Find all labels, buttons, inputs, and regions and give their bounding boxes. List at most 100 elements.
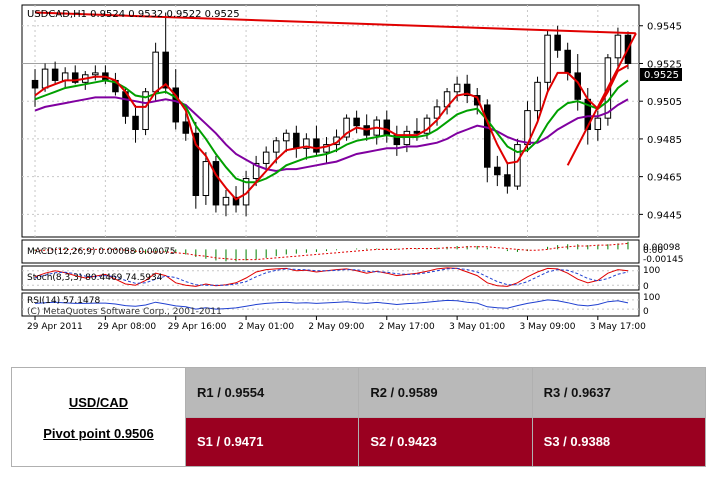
r1-cell: R1 / 0.9554	[184, 367, 360, 418]
macd-signal-line	[35, 242, 629, 261]
pair-label: USD/CAD	[68, 395, 129, 410]
pivot-table: USD/CAD Pivot point 0.9506 R1 / 0.9554 R…	[11, 367, 707, 467]
candle-body	[71, 72, 79, 83]
candle-body	[192, 132, 200, 197]
macd-right-label-top: 0.00098	[643, 243, 680, 253]
candle-body	[293, 132, 300, 149]
y-tick-label: 0.9545	[647, 22, 682, 33]
pivot-row-resistance: USD/CAD Pivot point 0.9506 R1 / 0.9554 R…	[11, 367, 707, 467]
y-tick-label: 0.9505	[647, 97, 682, 108]
r3-cell: R3 / 0.9637	[531, 367, 707, 418]
x-tick-label: 3 May 09:00	[519, 322, 575, 332]
pair-cell: USD/CAD Pivot point 0.9506	[11, 367, 186, 467]
candle-body	[92, 72, 99, 76]
current-price-label: 0.9525	[644, 70, 679, 81]
s3-cell: S3 / 0.9388	[531, 416, 707, 467]
candle-body	[172, 87, 179, 123]
candle-body	[202, 161, 210, 197]
x-tick-label: 3 May 01:00	[449, 322, 505, 332]
x-tick-label: 29 Apr 16:00	[168, 322, 227, 332]
candle-body	[484, 104, 491, 168]
stoch-right-label-bottom: 0	[643, 282, 649, 292]
stoch-right-label-top: 100	[643, 266, 660, 276]
y-tick-label: 0.9485	[647, 135, 682, 146]
candle-body	[433, 106, 441, 119]
stoch-pane-frame	[21, 265, 640, 291]
rsi-pane-frame	[21, 292, 640, 317]
rsi-right-label-top: 100	[643, 293, 660, 303]
candle-body	[132, 115, 139, 130]
candle-body	[323, 144, 330, 153]
candle-body	[473, 95, 481, 106]
s2-cell: S2 / 0.9423	[358, 416, 533, 467]
x-tick-label: 2 May 01:00	[238, 322, 294, 332]
candle-body	[262, 151, 270, 164]
candle-body	[313, 138, 320, 153]
candle-body	[142, 91, 149, 130]
rsi-label: RSI(14) 57.1478	[27, 296, 100, 306]
candle-body	[494, 166, 501, 176]
macd-right-label-bottom: -0.00145	[643, 255, 683, 265]
macd-right-label-mid: 0.00	[643, 246, 663, 256]
r2-cell: R2 / 0.9589	[358, 367, 533, 418]
x-tick-label: 3 May 17:00	[590, 322, 646, 332]
x-tick-label: 2 May 17:00	[379, 322, 435, 332]
candle-body	[614, 34, 622, 59]
ma-fast-line	[34, 64, 629, 201]
candle-body	[413, 130, 421, 134]
candle-body	[182, 121, 190, 134]
candle-body	[504, 174, 511, 187]
x-axis: 29 Apr 2011 29 Apr 08:00 29 Apr 16:00 2 May…	[27, 316, 646, 332]
macd-pane	[34, 241, 629, 262]
pivot-row-support: S1 / 0.9471 S2 / 0.9423 S3 / 0.9388	[12, 416, 707, 467]
candle-body	[252, 162, 260, 180]
candle-body	[51, 68, 59, 81]
x-tick-label: 2 May 09:00	[308, 322, 364, 332]
candle-body	[463, 83, 471, 97]
watermark: (C) MetaQuotes Software Corp., 2001-2011	[27, 307, 222, 317]
current-price-tag	[640, 68, 682, 81]
ma-mid-line	[34, 79, 629, 184]
candle-body	[383, 119, 391, 136]
candle-body	[514, 144, 521, 187]
candle-body	[353, 117, 360, 127]
macd-pane-frame	[21, 239, 640, 264]
macd-label: MACD(12,26,9) 0.00088 0.00075	[27, 247, 176, 257]
candle-body	[162, 51, 169, 89]
candle-body	[152, 51, 159, 93]
stoch-pane	[22, 267, 639, 287]
candle-body	[41, 68, 49, 89]
stoch-k-line	[34, 267, 629, 287]
rsi-line	[34, 299, 629, 310]
s1-cell: S1 / 0.9471	[184, 416, 360, 467]
pivot-point-label: Pivot point 0.9506	[43, 426, 154, 441]
y-tick-label: 0.9445	[647, 210, 682, 221]
y-tick-label: 0.9525	[647, 59, 682, 70]
rsi-pane	[22, 299, 639, 310]
candle-body	[594, 117, 602, 130]
candle-body	[232, 196, 240, 206]
candle-body	[31, 79, 39, 89]
main-pane	[22, 11, 639, 217]
trendline-resistance	[34, 11, 637, 35]
candle-body	[61, 72, 69, 81]
stoch-d-line	[34, 267, 629, 286]
candle-body	[564, 49, 571, 74]
candle-body	[283, 132, 290, 142]
candle-body	[303, 138, 310, 149]
x-tick-label: 29 Apr 08:00	[97, 322, 156, 332]
rsi-right-label-bottom: 0	[643, 307, 649, 317]
candle-body	[343, 117, 350, 138]
main-pane-frame	[21, 4, 640, 238]
candle-body	[212, 161, 220, 206]
price-chart: 0.9545 0.9525 0.9505 0.9485 0.9465 0.9445 29 …	[21, 4, 684, 332]
candle-body	[453, 83, 461, 93]
y-tick-label: 0.9465	[647, 173, 682, 184]
candle-body	[222, 196, 230, 206]
trendline-support	[566, 32, 637, 166]
chart-svg: 0.9545 0.9525 0.9505 0.9485 0.9465 0.9445 29 …	[21, 4, 684, 332]
symbol-header: USDCAD,H1 0.9524 0.9532 0.9522 0.9525	[27, 9, 240, 20]
candle-body	[554, 34, 561, 51]
candle-body	[544, 34, 551, 83]
stoch-label: Stoch(8,3,3) 80.4469 74.5934	[27, 273, 163, 283]
